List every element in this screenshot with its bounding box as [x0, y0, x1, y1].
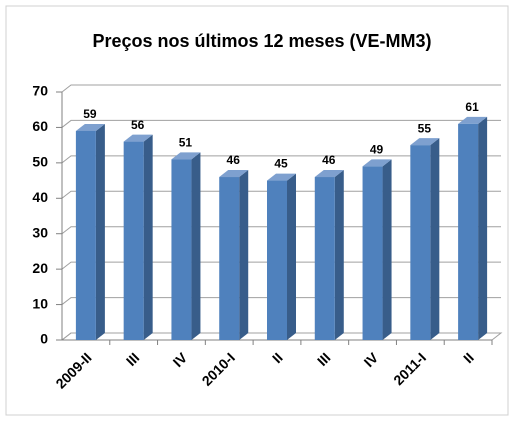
grid-line	[61, 261, 501, 270]
bar-top	[219, 170, 249, 178]
grid-line	[61, 155, 501, 164]
value-label: 46	[322, 153, 336, 167]
y-tick-label: 20	[32, 260, 48, 276]
bar-top	[314, 170, 344, 178]
bar	[267, 180, 287, 340]
chart-title: Preços nos últimos 12 meses (VE-MM3)	[92, 31, 431, 51]
bar-top	[123, 134, 153, 142]
bar	[410, 145, 431, 340]
bar-side	[478, 116, 488, 340]
value-label: 55	[418, 121, 432, 135]
bar-top	[458, 116, 488, 124]
grid-line	[61, 84, 501, 93]
bar-side	[382, 159, 392, 340]
value-label: 51	[179, 135, 193, 149]
y-tick-label: 40	[32, 189, 48, 205]
bar	[171, 159, 192, 340]
y-tick-label: 60	[32, 118, 48, 134]
y-tick-label: 50	[32, 154, 48, 170]
value-label: 46	[227, 153, 241, 167]
bar-side	[143, 134, 153, 340]
grid-line	[61, 119, 501, 128]
grid-line	[61, 332, 501, 341]
bar	[75, 130, 96, 340]
y-tick-label: 70	[32, 83, 48, 99]
bar-side	[430, 138, 440, 340]
bar	[219, 177, 240, 340]
bar-top	[75, 123, 105, 131]
value-label: 59	[83, 107, 97, 121]
value-label: 56	[131, 118, 145, 132]
grid-line	[61, 297, 501, 305]
y-tick-label: 10	[32, 295, 48, 311]
bar	[362, 166, 383, 340]
value-label: 61	[465, 100, 479, 114]
bar-top	[267, 173, 296, 181]
bar-side	[191, 152, 201, 340]
bar-side	[334, 170, 344, 340]
bar-side	[239, 170, 249, 340]
value-label: 45	[274, 157, 288, 171]
bar	[123, 141, 144, 340]
bar-top	[410, 138, 440, 146]
bar-top	[171, 152, 201, 160]
value-label: 49	[370, 143, 384, 157]
y-tick-label: 0	[40, 331, 48, 347]
bar	[314, 177, 335, 340]
grid-line	[61, 226, 501, 235]
bar-side	[95, 123, 105, 340]
bar-side	[287, 173, 296, 340]
bar-top	[362, 159, 392, 167]
bar	[458, 123, 479, 340]
y-tick-label: 30	[32, 224, 48, 240]
grid-line	[61, 190, 501, 199]
